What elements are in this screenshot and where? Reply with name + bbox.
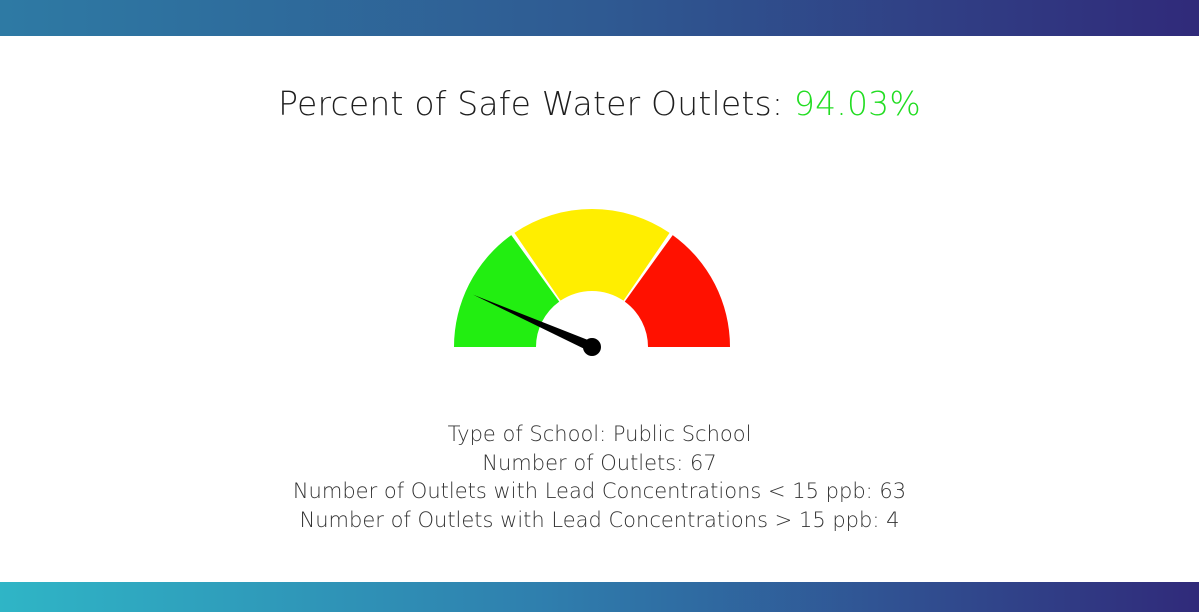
outlet-count: Number of Outlets: 67 — [482, 450, 717, 475]
school-type: Type of School: Public School — [447, 422, 752, 446]
safety-gauge — [454, 209, 730, 356]
outlets-above-threshold: Number of Outlets with Lead Concentratio… — [299, 507, 900, 532]
school-info: Type of School: Public School Number of … — [0, 420, 1199, 534]
gauge-segment-red — [624, 235, 730, 347]
title-label: Percent of Safe Water Outlets: — [278, 84, 784, 123]
top-banner — [0, 0, 1199, 36]
gauge-needle — [473, 294, 595, 352]
gauge-needle-hub — [583, 338, 601, 356]
safe-percent-value: 94.03% — [793, 84, 921, 123]
page-title: Percent of Safe Water Outlets: 94.03% — [0, 84, 1199, 123]
outlets-below-threshold: Number of Outlets with Lead Concentratio… — [292, 479, 907, 503]
bottom-banner — [0, 582, 1199, 612]
gauge-segment-yellow — [514, 209, 670, 301]
